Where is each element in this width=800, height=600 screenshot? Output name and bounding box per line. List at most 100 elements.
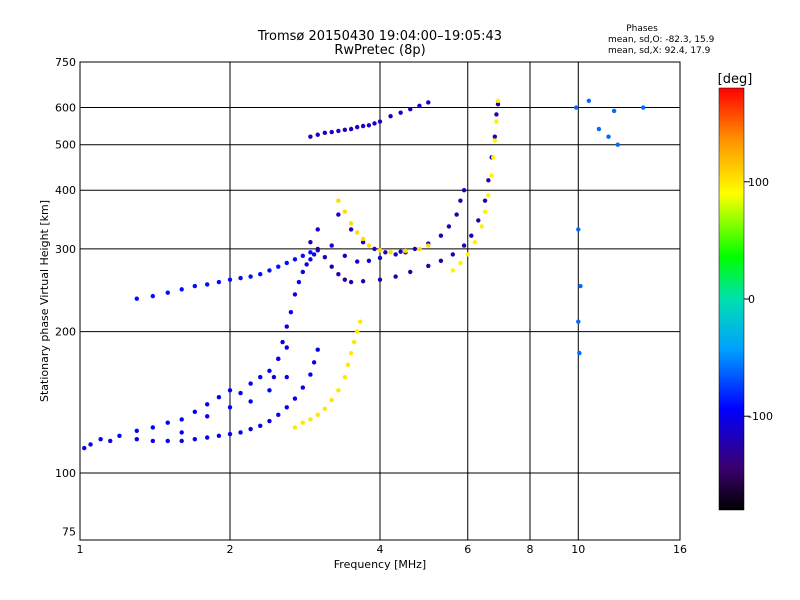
data-point-s3-15 [469, 233, 474, 238]
data-point-s5-6 [393, 252, 398, 257]
data-point-s7-5 [342, 127, 348, 132]
data-point-s0-13 [238, 430, 243, 435]
data-point-s2-9 [308, 257, 313, 262]
data-point-s11-8 [586, 98, 592, 104]
data-point-s3-13 [450, 252, 456, 257]
data-point-s9-9 [417, 246, 422, 252]
data-point-s4-0 [336, 212, 341, 217]
data-point-s8-5 [482, 209, 488, 214]
data-point-s6-10 [258, 272, 263, 277]
y-axis-ticks: 75 100 200 300 400 500 600 750 [55, 56, 76, 539]
data-point-s3-10 [408, 269, 413, 275]
x-tick-label-3: 6 [464, 543, 471, 556]
data-point-s3-2 [322, 255, 328, 260]
data-point-s6-1 [150, 293, 156, 299]
data-point-s0-18 [284, 405, 289, 410]
data-point-s7-7 [354, 124, 360, 130]
data-point-s6-11 [267, 268, 272, 273]
data-point-s9-10 [426, 243, 431, 248]
data-point-s10-0 [292, 425, 298, 430]
data-point-s2-8 [304, 262, 309, 267]
data-point-s3-20 [492, 134, 498, 139]
data-point-s10-1 [300, 420, 306, 425]
data-point-s7-16 [426, 100, 431, 105]
data-point-s4-8 [438, 233, 444, 238]
data-point-s4-3 [372, 246, 377, 252]
colorbar-label: [deg] [718, 72, 753, 87]
data-point-s9-0 [336, 198, 341, 203]
data-point-s11-7 [615, 142, 620, 147]
data-point-s0-2 [98, 437, 103, 442]
chart-title: Tromsø 20150430 19:04:00–19:05:43 [257, 29, 502, 44]
data-point-s3-14 [461, 243, 467, 248]
data-point-s3-3 [329, 264, 334, 269]
data-point-s2-5 [292, 292, 298, 297]
data-point-s10-6 [336, 388, 341, 393]
data-point-s5-4 [366, 258, 372, 264]
y-tick-label-0: 75 [62, 526, 76, 539]
data-point-s0-22 [311, 360, 317, 365]
data-point-s1-16 [227, 405, 233, 410]
data-point-s1-1 [150, 425, 156, 430]
data-point-s7-11 [377, 119, 383, 124]
data-point-s11-1 [576, 227, 581, 232]
data-point-s1-17 [248, 399, 253, 404]
data-point-s7-14 [408, 107, 413, 112]
data-point-s10-12 [357, 319, 363, 324]
x-tick-label-1: 2 [227, 543, 234, 556]
data-point-s8-4 [479, 224, 484, 229]
colorbar-tick-label-2: -100 [748, 410, 773, 423]
data-point-s1-13 [284, 345, 289, 350]
x-axis-label: Frequency [MHz] [334, 558, 426, 571]
x-tick-label-6: 16 [673, 543, 687, 556]
y-tick-label-3: 300 [55, 243, 76, 256]
data-point-s6-3 [179, 287, 184, 292]
grid-lines [80, 62, 680, 540]
data-point-s1-14 [179, 430, 184, 435]
data-point-s9-6 [377, 248, 383, 253]
data-point-s9-4 [360, 236, 366, 242]
data-point-s8-6 [486, 193, 491, 198]
data-point-s10-11 [354, 329, 360, 334]
stats-line-o: mean, sd,O: -82.3, 15.9 [608, 35, 715, 45]
data-point-s6-8 [238, 275, 243, 281]
data-point-s0-7 [165, 438, 170, 444]
data-point-s3-17 [482, 198, 488, 203]
data-point-s2-0 [271, 374, 277, 380]
data-point-s0-17 [276, 412, 281, 418]
data-point-s1-6 [216, 395, 222, 400]
data-point-s7-15 [417, 103, 422, 109]
data-point-s2-10 [311, 252, 317, 257]
data-point-s10-10 [351, 339, 357, 345]
data-point-s1-8 [238, 390, 243, 396]
data-point-s3-18 [486, 178, 491, 183]
data-point-s0-3 [108, 438, 113, 444]
data-point-s6-0 [134, 296, 139, 301]
data-point-s7-2 [322, 130, 328, 136]
y-tick-label-6: 600 [55, 102, 76, 115]
chart-subtitle: RwPretec (8p) [334, 43, 425, 58]
data-point-s5-2 [342, 253, 348, 259]
data-point-s9-8 [403, 248, 408, 254]
data-point-s0-20 [300, 385, 306, 390]
data-point-s11-10 [641, 105, 646, 110]
data-point-s3-4 [336, 272, 341, 277]
data-point-s6-4 [192, 283, 198, 289]
data-point-s1-0 [134, 428, 139, 433]
data-point-s10-4 [322, 406, 328, 411]
data-point-s7-13 [398, 110, 403, 115]
data-point-s11-5 [596, 126, 602, 132]
data-point-s8-11 [495, 98, 501, 104]
data-point-s0-1 [88, 442, 93, 447]
data-point-s6-16 [308, 250, 313, 255]
data-point-s5-3 [354, 259, 360, 264]
data-point-s0-23 [315, 347, 320, 352]
data-point-s0-15 [258, 423, 263, 429]
y-tick-label-5: 500 [55, 139, 76, 152]
data-point-s8-10 [494, 119, 499, 124]
y-axis-label: Stationary phase Virtual Height [km] [38, 200, 51, 402]
data-point-s10-5 [329, 397, 334, 403]
data-point-s1-18 [267, 388, 272, 393]
data-point-s11-0 [573, 105, 579, 110]
data-point-s11-3 [576, 319, 581, 324]
